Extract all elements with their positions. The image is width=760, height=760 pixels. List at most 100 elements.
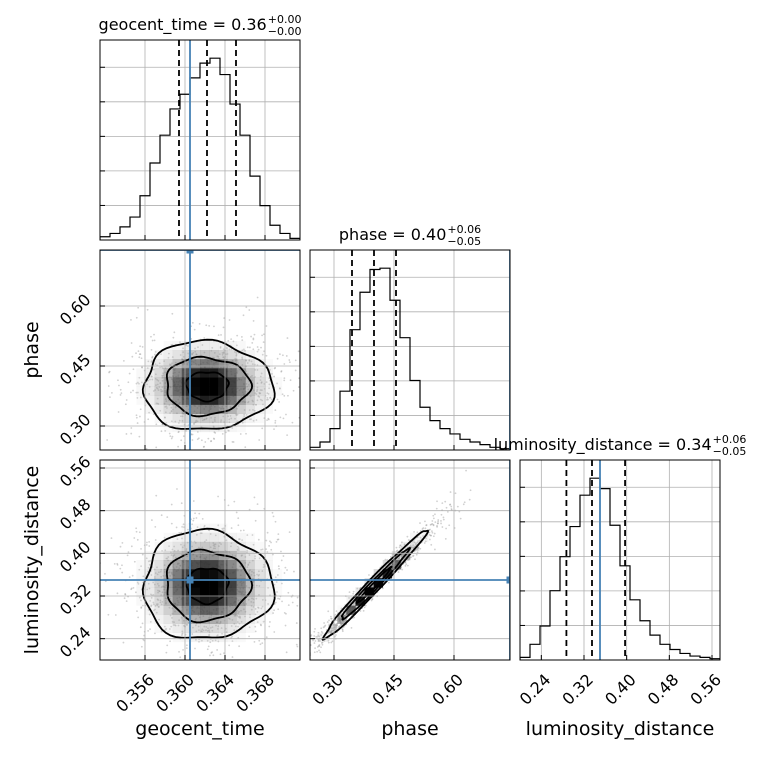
scatter-point: [401, 568, 404, 571]
scatter-point: [364, 604, 367, 607]
frames-layer: [99, 39, 721, 661]
scatter-point: [180, 531, 183, 534]
scatter-point: [132, 586, 135, 589]
scatter-point: [434, 513, 436, 516]
scatter-point: [255, 393, 258, 396]
scatter-point: [341, 628, 344, 630]
scatter-point: [288, 531, 291, 534]
scatter-point: [271, 511, 274, 514]
scatter-point: [160, 586, 163, 588]
scatter-point: [285, 651, 288, 654]
density-cell: [181, 413, 192, 424]
scatter-point: [320, 646, 322, 649]
scatter-point: [182, 523, 185, 526]
scatter-point: [222, 326, 225, 329]
scatter-point: [273, 375, 275, 378]
scatter-point: [235, 414, 238, 417]
scatter-point: [275, 540, 278, 543]
scatter-point: [196, 431, 199, 433]
scatter-point: [130, 587, 133, 590]
scatter-point: [207, 437, 210, 440]
scatter-point: [265, 398, 268, 401]
scatter-point: [362, 609, 365, 612]
scatter-point: [182, 435, 185, 438]
scatter-point: [260, 548, 263, 551]
density-cell: [163, 605, 174, 615]
scatter-point: [262, 403, 264, 406]
contour-level-1: [184, 567, 230, 606]
scatter-point: [212, 544, 215, 547]
x-tick-label: 0.356: [112, 670, 158, 716]
scatter-point: [178, 422, 180, 424]
scatter-point: [267, 418, 270, 421]
scatter-point: [294, 359, 297, 362]
scatter-point: [353, 616, 356, 619]
scatter-point: [171, 435, 174, 438]
scatter-point: [254, 519, 257, 522]
scatter-point: [259, 392, 262, 395]
scatter-point: [147, 418, 150, 421]
scatter-point: [182, 661, 184, 663]
scatter-point: [397, 558, 400, 560]
scatter-point: [197, 346, 199, 349]
scatter-point: [153, 568, 156, 571]
density-cell: [200, 560, 210, 570]
scatter-point: [294, 369, 297, 372]
contour-level-2: [166, 355, 254, 418]
scatter-point: [193, 422, 195, 425]
scatter-point: [238, 549, 240, 551]
scatter-point: [212, 426, 215, 428]
scatter-point: [206, 639, 209, 642]
scatter-point: [194, 647, 196, 650]
scatter-point: [277, 533, 280, 535]
scatter-point: [151, 378, 154, 381]
scatter-point: [261, 353, 264, 356]
scatter-point: [269, 368, 271, 371]
scatter-point: [181, 633, 183, 636]
density-cell: [163, 596, 174, 606]
density-cell: [145, 578, 155, 588]
scatter-point: [245, 359, 248, 362]
scatter-point: [241, 349, 244, 352]
density-cell: [227, 550, 237, 561]
scatter-point: [168, 352, 170, 355]
scatter-point: [180, 439, 183, 442]
scatter-point: [279, 416, 282, 419]
density-cell: [254, 404, 264, 414]
scatter-point: [138, 568, 141, 571]
scatter-point: [161, 549, 163, 552]
scatter-point: [334, 626, 336, 629]
scatter-point: [256, 386, 259, 389]
density-cell: [200, 377, 210, 387]
scatter-point: [135, 416, 138, 419]
scatter-point: [151, 339, 154, 342]
scatter-point: [253, 333, 256, 336]
scatter-point: [148, 393, 151, 395]
scatter-point: [317, 640, 320, 643]
scatter-point: [350, 626, 353, 629]
scatter-point: [252, 598, 255, 601]
scatter-point: [231, 640, 234, 643]
density-cell: [218, 532, 228, 543]
scatter-point: [353, 603, 356, 606]
scatter-point: [295, 622, 298, 624]
scatter-point: [149, 378, 151, 381]
density-cell: [163, 404, 174, 414]
scatter-point: [120, 392, 123, 395]
scatter-point: [415, 542, 417, 545]
density-cell: [236, 532, 246, 543]
scatter-point: [140, 565, 142, 568]
scatter-point: [268, 544, 271, 547]
scatter-point: [265, 539, 268, 542]
scatter-point: [441, 526, 444, 528]
scatter-point: [434, 548, 436, 551]
scatter-point: [182, 355, 185, 358]
scatter-point: [236, 545, 239, 548]
scatter-point: [157, 584, 160, 587]
scatter-point: [274, 576, 277, 579]
density-cell: [163, 350, 174, 360]
scatter-point: [285, 612, 287, 615]
scatter-point: [248, 635, 250, 638]
scatter-point: [198, 512, 201, 515]
scatter-point: [143, 634, 146, 637]
